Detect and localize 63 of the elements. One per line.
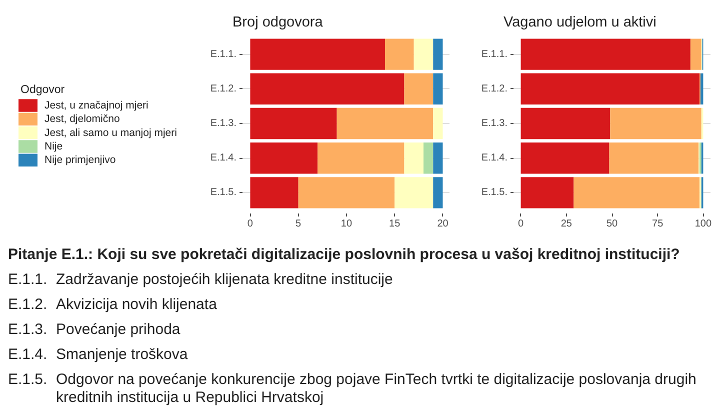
y-tick-label: E.1.5.: [210, 187, 237, 198]
text: E.1.5. Odgovor na povećanje konkurencije zbog pojave FinTech tvrtki te digitalizacije poslovanja drugih kreditnih institucija u Republici Hrvatskoj: [8, 371, 698, 407]
x-tick-label: 5: [296, 218, 302, 230]
bar: [433, 142, 443, 174]
text: E.1.2. Akvizicija novih klijenata: [8, 296, 218, 314]
x-tick-label: 20: [437, 218, 449, 230]
bar: [520, 38, 690, 70]
text: E.1.3. Povećanje prihoda: [8, 321, 182, 339]
y-tick-label: E.1.4.: [481, 152, 508, 164]
bar: [404, 73, 434, 104]
y-tick-label: E.1.3.: [210, 118, 237, 129]
x-tick-label: 50: [606, 218, 618, 230]
bar: [404, 142, 424, 174]
bar: [520, 108, 610, 140]
bar: [700, 73, 704, 104]
bar: [318, 142, 404, 174]
y-tick-label: E.1.4.: [210, 152, 237, 164]
bar: [298, 177, 395, 208]
y-tick-label: E.1.1.: [481, 48, 508, 60]
y-tick-label: E.1.1.: [210, 48, 237, 60]
bar: [250, 38, 385, 70]
y-tick-label: E.1.3.: [481, 118, 508, 129]
text: E.1.1. Zadržavanje postojećih klijenata kreditne institucije: [8, 271, 394, 289]
text: Pitanje E.1.: Koji su sve pokretači digitalizacije poslovnih procesa u vašoj kreditnoj instituciji?: [8, 246, 681, 264]
x-tick-label: 25: [560, 218, 572, 230]
bar: [690, 38, 702, 70]
legend-label: Jest, djelomično: [44, 113, 120, 126]
bar: [609, 142, 699, 174]
legend-label: Nije primjenjivo: [44, 154, 116, 166]
bar: [433, 73, 443, 104]
bar: [250, 177, 298, 208]
x-tick-label: 0: [518, 218, 524, 230]
y-tick-label: E.1.2.: [481, 83, 508, 94]
bar: [250, 142, 318, 174]
x-tick-label: 0: [247, 218, 254, 230]
bar: [336, 108, 434, 140]
bar: [250, 108, 337, 140]
bar: [384, 38, 414, 70]
legend-label: Jest, ali samo u manjoj mjeri: [44, 126, 177, 139]
chart-title: Broj odgovora: [232, 14, 324, 30]
bar: [574, 177, 700, 208]
bar: [610, 108, 702, 140]
chart-title: Vagano udjelom u aktivi: [504, 14, 656, 30]
y-tick-label: E.1.2.: [210, 83, 237, 94]
bar: [520, 142, 610, 174]
x-tick-label: 100: [694, 218, 712, 230]
text: E.1.4. Smanjenje troškova: [8, 346, 189, 364]
x-tick-label: 75: [652, 218, 664, 230]
bar: [414, 38, 434, 70]
bar: [433, 38, 443, 70]
bar: [394, 177, 434, 208]
bar: [433, 108, 443, 140]
bar: [424, 142, 434, 174]
bar: [433, 177, 443, 208]
x-tick-label: 15: [389, 218, 401, 230]
y-tick-label: E.1.5.: [481, 187, 508, 198]
legend-title: Odgovor: [20, 84, 65, 96]
bar: [520, 73, 700, 104]
legend-label: Nije: [44, 140, 63, 152]
x-tick-label: 10: [340, 218, 352, 230]
bar: [250, 73, 404, 104]
legend-label: Jest, u značajnoj mjeri: [44, 100, 148, 112]
bar: [520, 177, 574, 208]
